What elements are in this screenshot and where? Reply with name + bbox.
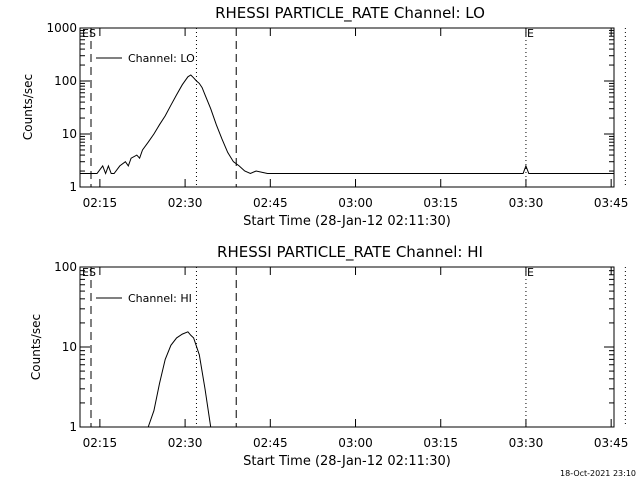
x-tick-label: 03:30 bbox=[509, 436, 544, 450]
time-marker-label: ES bbox=[82, 27, 96, 40]
y-tick-label: 100 bbox=[54, 74, 77, 88]
time-marker-label: ES bbox=[82, 266, 96, 279]
y-tick-label: 10 bbox=[62, 340, 77, 354]
panel-lo-channel: RHESSI PARTICLE_RATE Channel: LO 02:15 02… bbox=[21, 4, 628, 229]
chart-title: RHESSI PARTICLE_RATE Channel: HI bbox=[217, 243, 483, 262]
x-tick-label: 03:45 bbox=[594, 436, 629, 450]
x-axis-label: Start Time (28-Jan-12 02:11:30) bbox=[243, 214, 451, 229]
x-tick-label: 02:15 bbox=[83, 196, 118, 210]
y-axis-label: Counts/sec bbox=[29, 314, 43, 380]
x-tick-label: 03:00 bbox=[338, 196, 373, 210]
y-tick-label: 1000 bbox=[46, 21, 77, 35]
x-axis-label: Start Time (28-Jan-12 02:11:30) bbox=[243, 454, 451, 469]
x-tick-label: 02:45 bbox=[253, 436, 288, 450]
x-tick-label: 03:00 bbox=[338, 436, 373, 450]
plot-frame bbox=[79, 27, 615, 188]
legend-label: Channel: HI bbox=[128, 292, 192, 305]
time-marker-label: E bbox=[527, 266, 534, 279]
y-tick-label: 100 bbox=[54, 260, 77, 274]
series-line bbox=[80, 74, 614, 175]
x-tick-label: 02:15 bbox=[83, 436, 118, 450]
x-tick-label: 03:45 bbox=[594, 196, 629, 210]
x-tick-label: 02:45 bbox=[253, 196, 288, 210]
x-tick-label: 02:30 bbox=[168, 436, 203, 450]
time-marker-label: E bbox=[527, 27, 534, 40]
y-tick-label: 1 bbox=[69, 180, 77, 194]
series-line bbox=[147, 331, 212, 428]
legend-label: Channel: LO bbox=[128, 52, 195, 65]
panel-hi-channel: RHESSI PARTICLE_RATE Channel: HI 02:15 02… bbox=[29, 243, 628, 469]
y-tick-label: 1 bbox=[69, 420, 77, 434]
x-tick-label: 03:30 bbox=[509, 196, 544, 210]
x-tick-label: 02:30 bbox=[168, 196, 203, 210]
y-axis-label: Counts/sec bbox=[21, 74, 35, 140]
y-tick-label: 10 bbox=[62, 127, 77, 141]
x-tick-label: 03:15 bbox=[423, 196, 458, 210]
timestamp-stamp: 18-Oct-2021 23:10 bbox=[560, 469, 636, 478]
x-tick-label: 03:15 bbox=[423, 436, 458, 450]
chart-title: RHESSI PARTICLE_RATE Channel: LO bbox=[215, 4, 485, 23]
plot-frame bbox=[79, 266, 615, 428]
